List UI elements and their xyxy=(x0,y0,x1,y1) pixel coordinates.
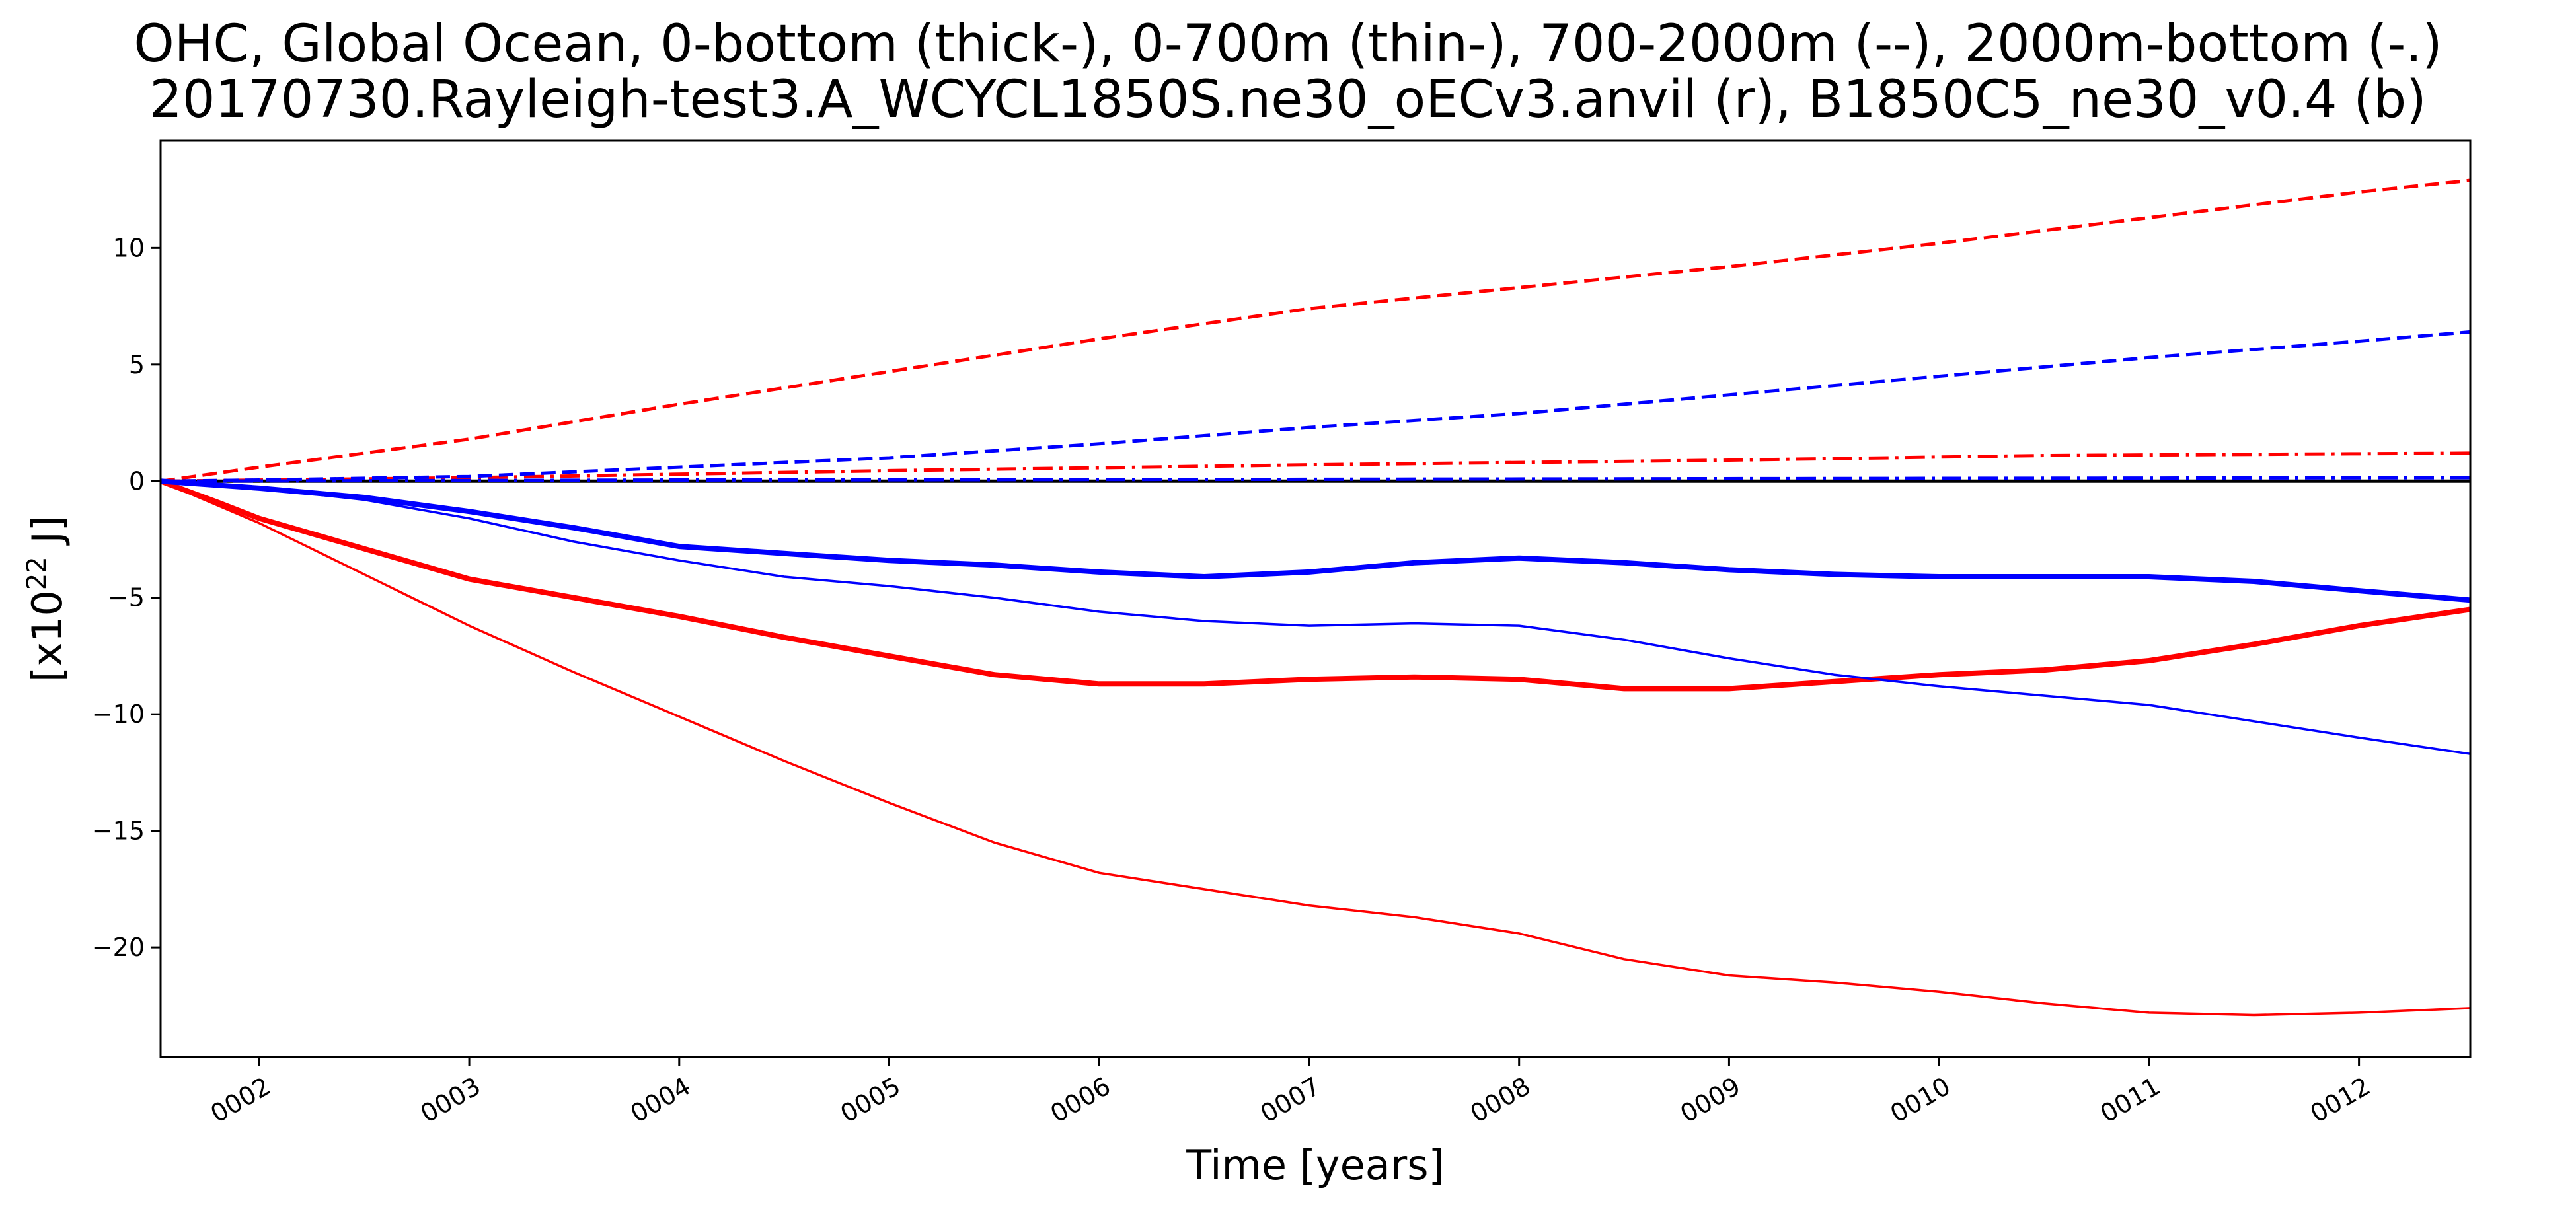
series-line-b-thin xyxy=(160,480,2471,755)
chart-title: OHC, Global Ocean, 0-bottom (thick-), 0-… xyxy=(133,15,2443,74)
y-axis-label-exponent: 22 xyxy=(22,556,52,590)
x-tick-label: 0010 xyxy=(1885,1072,1955,1128)
series-line-r-thick xyxy=(159,478,2471,692)
y-tick-label: −20 xyxy=(92,933,145,962)
x-tick-label: 0006 xyxy=(1045,1072,1116,1128)
x-tick-label: 0002 xyxy=(206,1072,276,1128)
y-tick-label: 0 xyxy=(129,466,145,495)
x-tick-label: 0004 xyxy=(626,1072,696,1128)
x-tick-label: 0007 xyxy=(1256,1072,1326,1128)
series-line-b-thick xyxy=(160,478,2471,603)
plot-frame xyxy=(159,139,2472,1058)
x-tick-label: 0003 xyxy=(416,1072,486,1128)
series-line-r-thin xyxy=(160,480,2471,1017)
chart-subtitle: 20170730.Rayleigh-test3.A_WCYCL1850S.ne3… xyxy=(149,70,2427,129)
y-tick-label: −10 xyxy=(92,700,145,729)
y-tick-label: 5 xyxy=(129,350,145,379)
series-line-r-dashed xyxy=(160,178,2471,483)
y-axis-label-suffix: J] xyxy=(23,515,71,556)
y-axis-label: [x1022 J] xyxy=(22,515,71,682)
x-tick-label: 0009 xyxy=(1675,1072,1745,1128)
y-tick-label: −5 xyxy=(108,583,145,612)
y-tick-label: 10 xyxy=(113,233,145,262)
x-axis-label: Time [years] xyxy=(1186,1141,1444,1189)
x-tick-label: 0008 xyxy=(1465,1072,1535,1128)
x-tick-label: 0005 xyxy=(835,1072,905,1128)
series-line-b-dashed xyxy=(160,330,2471,483)
x-tick-label: 0012 xyxy=(2305,1072,2375,1128)
x-tick-label: 0011 xyxy=(2096,1072,2166,1128)
y-tick-label: −15 xyxy=(92,817,145,846)
y-axis-label-prefix: [x10 xyxy=(23,590,71,682)
series-line-b-dashdot xyxy=(160,476,2471,483)
